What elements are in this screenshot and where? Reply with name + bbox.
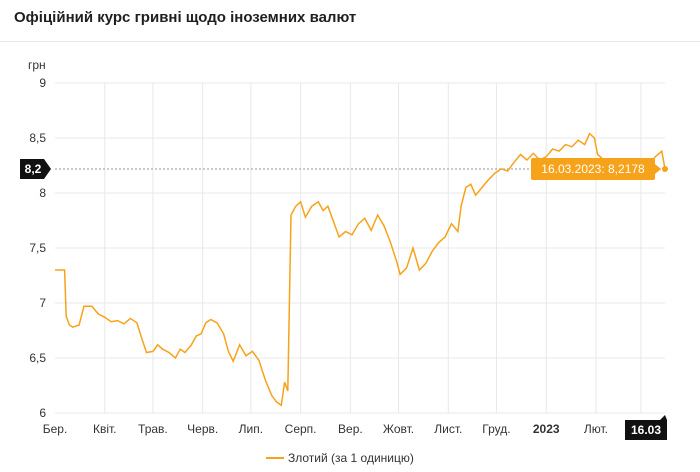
y-axis-unit-label: грн: [28, 58, 46, 72]
x-tick-label: Квіт.: [93, 422, 117, 436]
x-tick-label: Бер.: [43, 422, 68, 436]
x-crosshair-label: 16.03: [625, 415, 667, 440]
chart-title: Офіційний курс гривні щодо іноземних вал…: [14, 9, 357, 26]
x-tick-label: Лист.: [434, 422, 462, 436]
legend[interactable]: Злотий (за 1 одиницю): [266, 451, 414, 465]
y-crosshair-label: 8,2: [20, 159, 51, 180]
x-tick-label: Лют.: [584, 422, 608, 436]
tooltip: 16.03.2023: 8,2178: [531, 158, 661, 181]
x-tick-label: Груд.: [482, 422, 510, 436]
current-point-marker: [662, 166, 668, 173]
y-tick-label: 7: [39, 296, 46, 310]
x-crosshair-label-text: 16.03: [631, 423, 661, 437]
x-crosshair-label-bg: [625, 415, 667, 440]
y-axis-ticks: 9 8,5 8 7,5 7 6,5 6: [29, 76, 46, 420]
y-tick-label: 8,5: [29, 131, 46, 145]
x-axis-ticks: Бер. Квіт. Трав. Черв. Лип. Серп. Вер. Жовт. Лис…: [43, 422, 653, 436]
y-crosshair-label-text: 8,2: [25, 162, 42, 176]
gridlines: [55, 82, 665, 414]
chart-header: Офіційний курс гривні щодо іноземних вал…: [0, 0, 700, 42]
x-tick-label: Черв.: [187, 422, 218, 436]
tooltip-box: [531, 158, 655, 181]
y-tick-label: 7,5: [29, 241, 46, 255]
y-tick-label: 6,5: [29, 351, 46, 365]
y-tick-label: 9: [39, 76, 46, 90]
x-tick-label: Серп.: [285, 422, 317, 436]
x-tick-label: Жовт.: [383, 422, 414, 436]
x-tick-label: 2023: [533, 422, 560, 436]
tooltip-text: 16.03.2023: 8,2178: [541, 162, 645, 176]
x-tick-label: Лип.: [239, 422, 263, 436]
x-tick-label: Трав.: [138, 422, 168, 436]
series-line-zloty[interactable]: [55, 132, 666, 407]
x-tick-label: Вер.: [338, 422, 363, 436]
y-tick-label: 6: [39, 406, 46, 420]
tooltip-pointer: [655, 164, 661, 175]
y-tick-label: 8: [39, 186, 46, 200]
legend-label: Злотий (за 1 одиницю): [288, 451, 414, 465]
y-crosshair-label-bg: [20, 159, 51, 180]
